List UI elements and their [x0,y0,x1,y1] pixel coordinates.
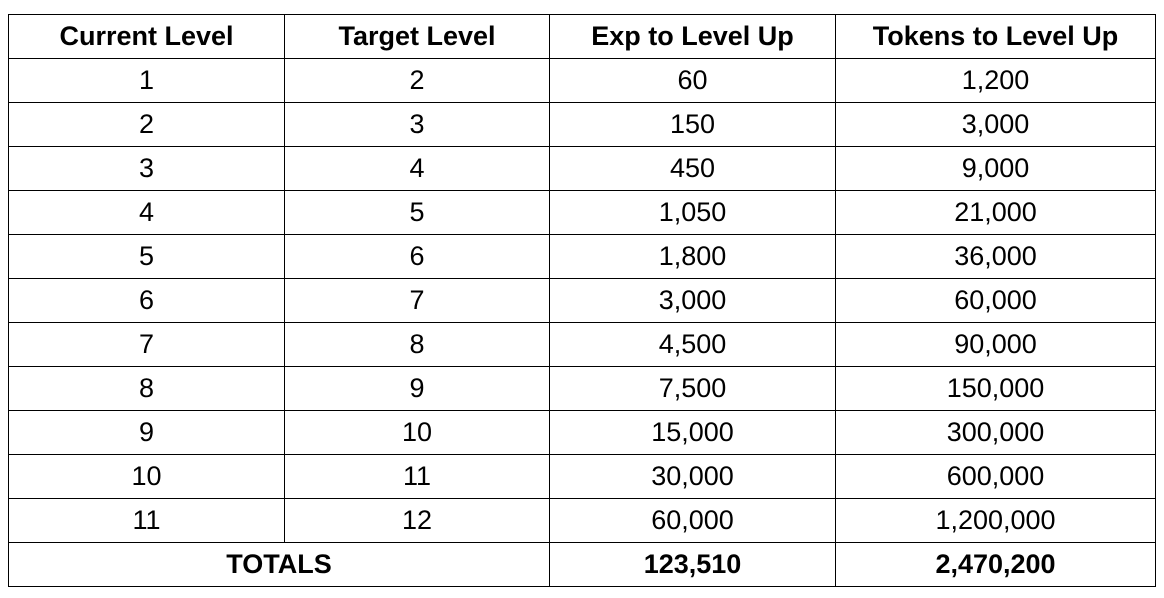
table-row: 5 6 1,800 36,000 [8,234,1156,279]
header-current-level: Current Level [8,14,285,59]
table-row: 7 8 4,500 90,000 [8,322,1156,367]
exp-cell: 1,050 [549,190,836,235]
header-exp-to-level-up: Exp to Level Up [549,14,836,59]
exp-cell: 450 [549,146,836,191]
current-level-cell: 10 [8,454,285,499]
current-level-cell: 7 [8,322,285,367]
table-row: 10 11 30,000 600,000 [8,454,1156,499]
tokens-cell: 1,200 [835,58,1156,103]
tokens-cell: 36,000 [835,234,1156,279]
table-row: 1 2 60 1,200 [8,58,1156,103]
table-row: 3 4 450 9,000 [8,146,1156,191]
tokens-cell: 3,000 [835,102,1156,147]
tokens-cell: 21,000 [835,190,1156,235]
target-level-cell: 6 [284,234,550,279]
target-level-cell: 11 [284,454,550,499]
table-row: 8 9 7,500 150,000 [8,366,1156,411]
target-level-cell: 5 [284,190,550,235]
exp-cell: 60 [549,58,836,103]
tokens-cell: 600,000 [835,454,1156,499]
table-row: 9 10 15,000 300,000 [8,410,1156,455]
table-header: Current Level Target Level Exp to Level … [8,14,1156,59]
tokens-cell: 90,000 [835,322,1156,367]
exp-cell: 30,000 [549,454,836,499]
target-level-cell: 4 [284,146,550,191]
target-level-cell: 7 [284,278,550,323]
current-level-cell: 5 [8,234,285,279]
current-level-cell: 9 [8,410,285,455]
target-level-cell: 10 [284,410,550,455]
target-level-cell: 2 [284,58,550,103]
tokens-cell: 150,000 [835,366,1156,411]
table-row: 4 5 1,050 21,000 [8,190,1156,235]
exp-cell: 150 [549,102,836,147]
exp-cell: 60,000 [549,498,836,543]
total-exp: 123,510 [549,542,836,587]
current-level-cell: 2 [8,102,285,147]
header-row: Current Level Target Level Exp to Level … [8,14,1156,59]
current-level-cell: 3 [8,146,285,191]
target-level-cell: 8 [284,322,550,367]
tokens-cell: 1,200,000 [835,498,1156,543]
level-up-table: Current Level Target Level Exp to Level … [8,14,1156,587]
current-level-cell: 4 [8,190,285,235]
table-row: 11 12 60,000 1,200,000 [8,498,1156,543]
target-level-cell: 12 [284,498,550,543]
total-tokens: 2,470,200 [835,542,1156,587]
exp-cell: 15,000 [549,410,836,455]
exp-cell: 1,800 [549,234,836,279]
totals-label: TOTALS [8,542,550,587]
current-level-cell: 6 [8,278,285,323]
totals-row: TOTALS 123,510 2,470,200 [8,542,1156,587]
tokens-cell: 300,000 [835,410,1156,455]
current-level-cell: 1 [8,58,285,103]
target-level-cell: 3 [284,102,550,147]
exp-cell: 7,500 [549,366,836,411]
current-level-cell: 11 [8,498,285,543]
exp-cell: 4,500 [549,322,836,367]
table-row: 2 3 150 3,000 [8,102,1156,147]
exp-cell: 3,000 [549,278,836,323]
header-tokens-to-level-up: Tokens to Level Up [835,14,1156,59]
current-level-cell: 8 [8,366,285,411]
target-level-cell: 9 [284,366,550,411]
tokens-cell: 60,000 [835,278,1156,323]
table-body: 1 2 60 1,200 2 3 150 3,000 3 4 450 9,000… [8,58,1156,587]
tokens-cell: 9,000 [835,146,1156,191]
header-target-level: Target Level [284,14,550,59]
table-row: 6 7 3,000 60,000 [8,278,1156,323]
